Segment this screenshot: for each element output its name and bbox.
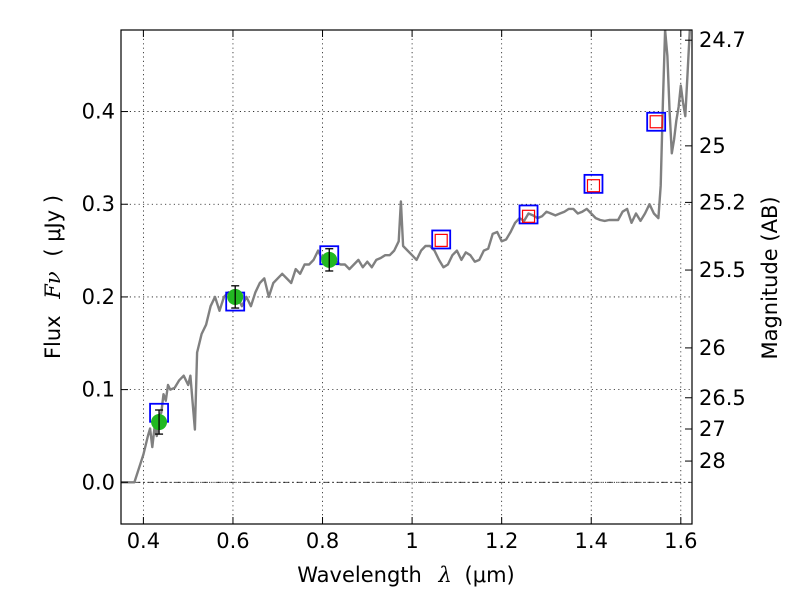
x-tick-label: 0.4 (127, 529, 160, 553)
magnitude-tick-label: 25 (699, 134, 726, 158)
y-axis-ticks: 0.0 0.1 0.2 0.3 0.4 (82, 100, 128, 494)
model-square-marker (646, 111, 667, 132)
y-tick-label: 0.4 (82, 100, 115, 124)
x-axis-label: Wavelength λ (μm) (297, 563, 514, 587)
observed-square-marker (586, 179, 601, 193)
observed-square-marker (649, 115, 663, 129)
x-axis-label-symbol: λ (438, 563, 452, 587)
plot-frame (120, 29, 693, 525)
x-axis-label-unit: (μm) (465, 563, 515, 587)
model-square-marker (583, 173, 604, 194)
x-tick-label: 0.6 (216, 529, 249, 553)
x-axis-ticks: 0.4 0.6 0.8 1 1.2 1.4 1.6 (127, 30, 698, 553)
x-axis-label-prefix: Wavelength (297, 563, 422, 587)
magnitude-axis-label: Magnitude (AB) (758, 196, 782, 359)
y-tick-label: 0.0 (82, 470, 115, 494)
magnitude-tick-label: 26.5 (699, 386, 746, 410)
y-axis-label-unit: ( μJy ) (41, 195, 65, 257)
x-tick-label: 1.2 (485, 529, 518, 553)
magnitude-tick-label: 26 (699, 336, 726, 360)
y-tick-label: 0.3 (82, 192, 115, 216)
magnitude-tick-label: 27 (699, 417, 726, 441)
y-axis-label-prefix: Flux (41, 315, 65, 359)
x-tick-label: 1.4 (575, 529, 608, 553)
spectrum-line (121, 30, 691, 484)
plot-area (121, 30, 691, 484)
observed-square-marker (434, 233, 448, 247)
x-tick-label: 0.8 (306, 529, 339, 553)
grid-lines (121, 30, 692, 524)
x-tick-label: 1.6 (664, 529, 697, 553)
magnitude-tick-label: 28 (699, 449, 726, 473)
y-tick-label: 0.1 (82, 378, 115, 402)
y-tick-label: 0.2 (82, 285, 115, 309)
model-square-marker (518, 204, 539, 225)
magnitude-axis-ticks: 24.7 25 25.2 25.5 26 26.5 27 28 (685, 28, 746, 473)
magnitude-tick-label: 25.5 (699, 258, 746, 282)
y-axis-label-symbol: Fν (41, 271, 65, 300)
observed-square-marker (521, 209, 536, 223)
x-tick-label: 1 (405, 529, 418, 553)
magnitude-tick-label: 24.7 (699, 28, 746, 52)
model-square-marker (431, 229, 452, 250)
y-axis-label: Flux Fν ( μJy ) (41, 195, 65, 359)
magnitude-tick-label: 25.2 (699, 190, 746, 214)
